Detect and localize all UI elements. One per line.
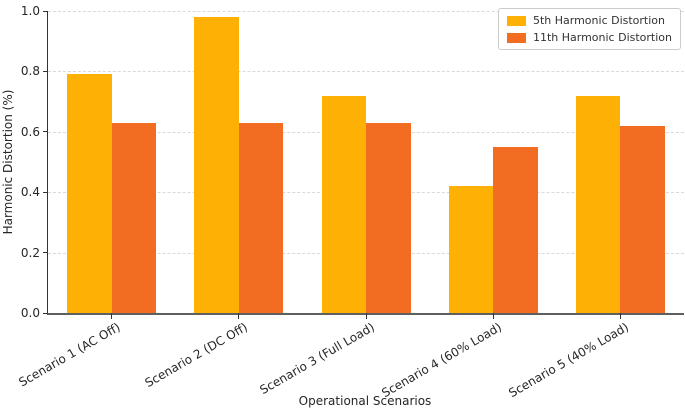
gridline (48, 71, 684, 73)
x-tick-label: Scenario 3 (Full Load) (257, 320, 377, 398)
y-tick-mark (43, 10, 47, 12)
y-tick-label: 1.0 (20, 4, 40, 18)
y-tick-mark (43, 252, 47, 254)
bar-series2-group1 (111, 122, 157, 313)
bar-series1-group4 (448, 186, 494, 313)
legend-swatch-icon (506, 32, 526, 43)
bar-series1-group1 (67, 74, 112, 313)
y-tick-label: 0.6 (20, 124, 40, 139)
x-tick-mark (492, 313, 494, 319)
bar-series1-group5 (575, 95, 621, 313)
legend: 5th Harmonic Distortion 11th Harmonic Dis… (497, 8, 681, 50)
legend-entry: 11th Harmonic Distortion (506, 31, 672, 44)
bar-series1-group3 (321, 95, 366, 313)
x-tick-mark (619, 313, 621, 319)
y-tick-label: 0.4 (20, 185, 40, 200)
y-tick-label: 0.2 (20, 245, 40, 260)
x-tick-mark (365, 313, 367, 319)
gridline (48, 11, 684, 12)
legend-label: 5th Harmonic Distortion (532, 14, 666, 27)
y-tick-label: 0.8 (20, 64, 40, 79)
x-tick-label: Scenario 5 (40% Load) (506, 320, 632, 401)
x-tick-label: Scenario 1 (AC Off) (16, 320, 123, 390)
x-tick-label: Scenario 4 (60% Load) (379, 320, 505, 401)
y-tick-mark (43, 70, 47, 72)
y-axis-label: Harmonic Distortion (%) (1, 89, 15, 235)
bar-series2-group3 (366, 122, 411, 313)
x-tick-mark (238, 313, 240, 319)
bar-series1-group2 (194, 17, 239, 313)
legend-swatch-icon (506, 15, 526, 26)
legend-entry: 5th Harmonic Distortion (506, 14, 672, 27)
bar-series2-group5 (620, 125, 665, 313)
y-tick-label: 0.0 (20, 306, 40, 320)
plot-area: 0.0 0.2 0.4 0.6 0.8 1.0 Scenario 1 (AC Off) Sce… (16, 4, 684, 400)
x-axis-label: Operational Scenarios (298, 394, 432, 408)
x-tick-mark (111, 313, 113, 319)
y-tick-mark (43, 131, 47, 133)
x-tick-label: Scenario 2 (DC Off) (142, 320, 250, 391)
bar-series2-group4 (493, 146, 538, 313)
legend-label: 11th Harmonic Distortion (532, 31, 672, 44)
y-tick-mark (43, 191, 47, 193)
y-tick-mark (43, 312, 47, 314)
bar-series2-group2 (238, 122, 284, 313)
